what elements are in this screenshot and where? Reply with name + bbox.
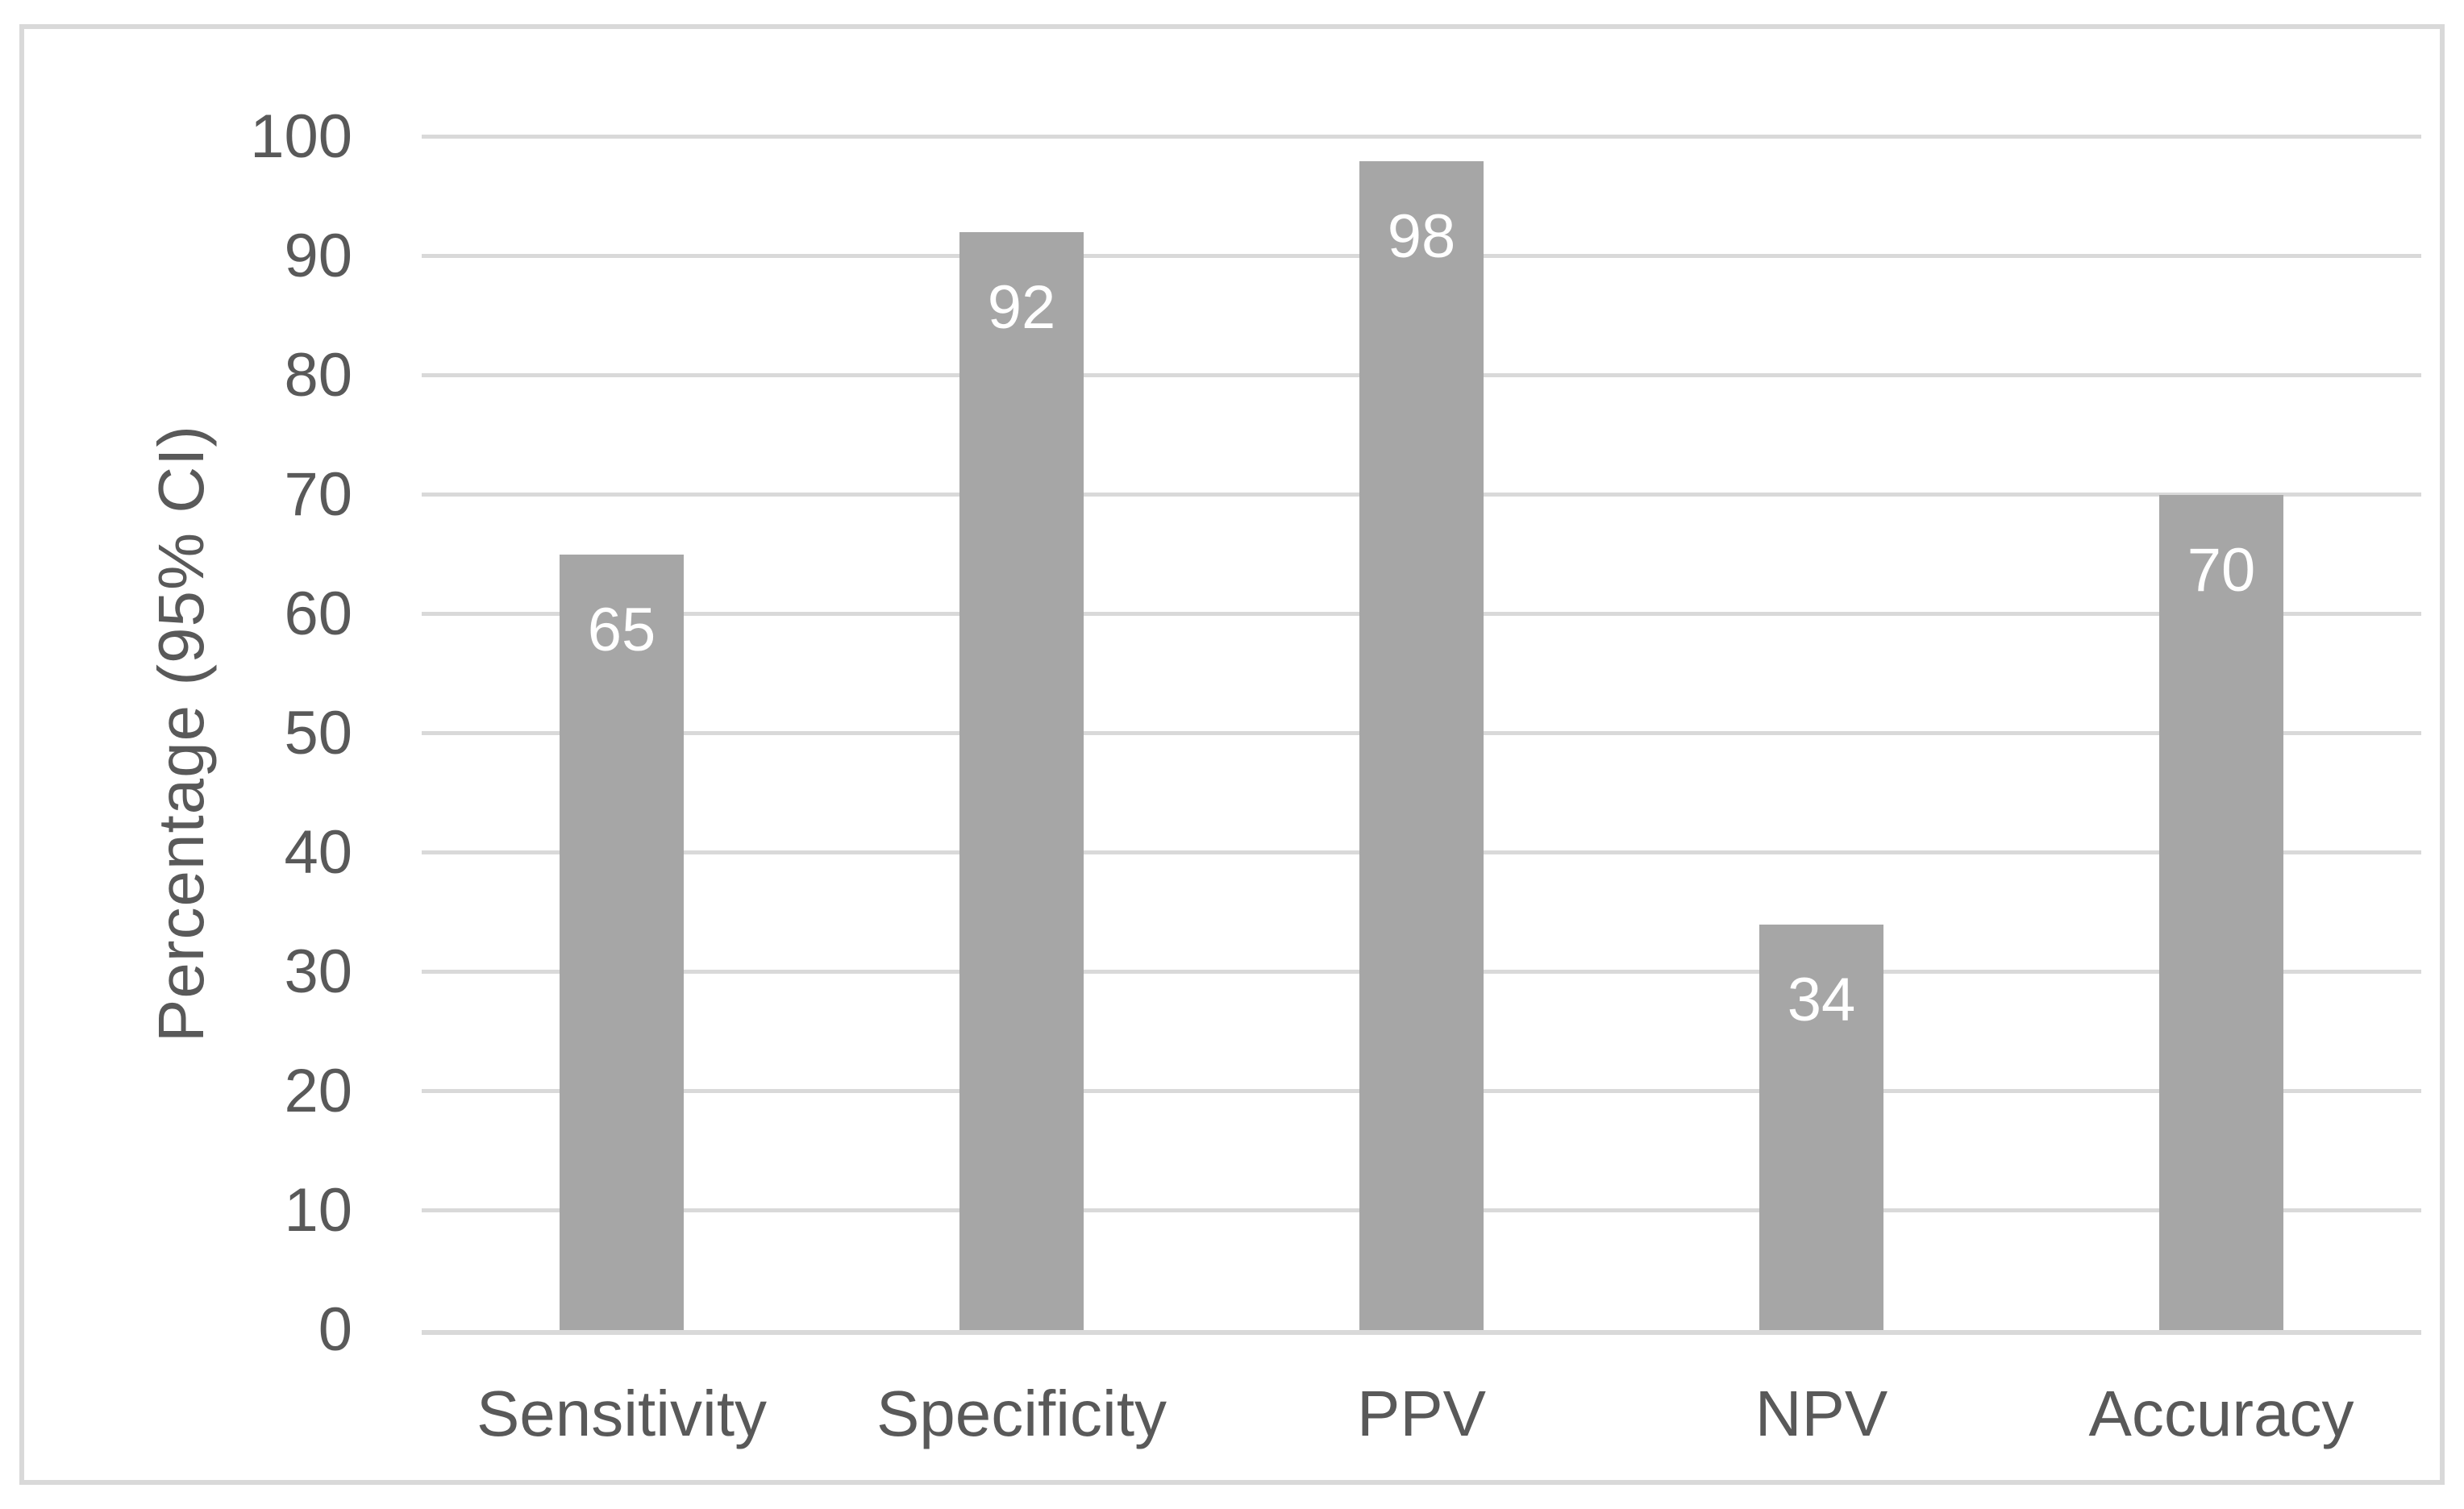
gridline: [422, 135, 2421, 139]
category-label: PPV: [1356, 1378, 1487, 1449]
category-label: NPV: [1754, 1378, 1888, 1449]
bar-value-label: 98: [1387, 202, 1456, 271]
y-tick-label: 70: [284, 460, 352, 529]
y-tick-label: 0: [318, 1295, 352, 1364]
category-label: Accuracy: [2088, 1378, 2354, 1449]
y-tick-label: 50: [284, 699, 352, 767]
category-label: Specificity: [876, 1378, 1167, 1449]
y-tick-label: 60: [284, 580, 352, 648]
y-tick-label: 30: [284, 937, 352, 1006]
bar: 70: [2159, 495, 2283, 1330]
y-tick-label: 90: [284, 222, 352, 290]
y-tick-label: 10: [284, 1176, 352, 1245]
y-tick-label: 20: [284, 1057, 352, 1125]
bar: 98: [1359, 160, 1484, 1330]
y-tick-label: 40: [284, 818, 352, 887]
y-tick-label: 80: [284, 341, 352, 409]
bar: 92: [959, 232, 1084, 1330]
bar-value-label: 65: [587, 596, 656, 664]
y-tick-label: 100: [250, 102, 352, 171]
bar-value-label: 70: [2187, 536, 2256, 605]
plot-area: 0 10 20 30 40 50 60 70 80 90 100 65 Sensitivity 92 Spe…: [250, 106, 2421, 1446]
bar: 65: [560, 555, 684, 1330]
x-axis-line: [422, 1330, 2421, 1335]
chart-frame: Percentage (95% CI) 0 10 20 30 40 50 60 70 80 90 1…: [19, 24, 2445, 1485]
bar-value-label: 34: [1787, 965, 1856, 1034]
bar: 34: [1759, 924, 1883, 1330]
category-label: Sensitivity: [476, 1378, 768, 1449]
bar-value-label: 92: [987, 273, 1056, 343]
